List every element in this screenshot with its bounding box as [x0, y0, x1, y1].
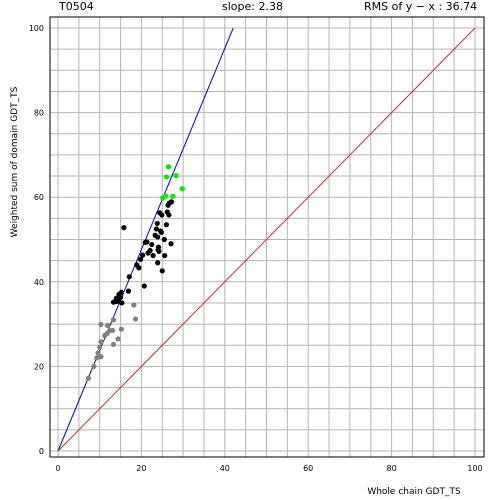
data-point — [98, 354, 104, 360]
data-point — [149, 241, 155, 248]
data-point — [110, 327, 116, 334]
data-point — [118, 326, 124, 332]
plot-frame — [49, 16, 485, 458]
data-point — [115, 336, 121, 342]
y-tick-label: 40 — [34, 278, 44, 287]
data-point — [154, 220, 160, 227]
data-point — [125, 288, 132, 294]
data-point — [94, 355, 100, 361]
data-point — [170, 193, 176, 199]
data-point — [105, 322, 111, 328]
data-point — [150, 252, 156, 259]
y-tick-label: 80 — [34, 109, 44, 118]
x-axis-label: Whole chain GDT_TS — [367, 487, 461, 497]
data-point — [144, 239, 150, 245]
data-point — [121, 225, 127, 231]
x-tick-label: 0 — [55, 464, 60, 473]
y-tick-label: 0 — [39, 447, 44, 456]
data-point — [156, 248, 162, 254]
data-point — [153, 226, 160, 232]
axis-ticks: 0 20 40 60 80 100 0 20 40 60 80 100 — [29, 24, 483, 473]
data-point — [95, 350, 101, 356]
data-point — [110, 341, 117, 348]
data-point — [157, 210, 163, 216]
data-point — [147, 247, 153, 254]
data-point — [126, 274, 132, 280]
data-point — [159, 268, 165, 274]
data-point — [155, 244, 162, 250]
data-point — [168, 199, 175, 205]
data-point — [162, 252, 168, 259]
data-point — [137, 256, 144, 262]
x-tick-label: 60 — [303, 464, 313, 473]
y-tick-label: 100 — [29, 24, 44, 33]
data-point — [136, 265, 142, 271]
target-id: T0504 — [59, 0, 94, 13]
y-axis-label: Weighted sum of domain GDT_TS — [10, 86, 20, 237]
data-point — [132, 316, 139, 322]
data-point — [98, 339, 104, 345]
data-point — [179, 186, 185, 192]
data-point — [117, 294, 124, 301]
y-tick-label: 60 — [34, 193, 44, 202]
grid-lines — [50, 17, 484, 457]
data-point — [98, 321, 104, 328]
data-point — [173, 173, 179, 179]
data-point — [158, 229, 165, 235]
slope-readout: slope: 2.38 — [222, 0, 283, 13]
data-point — [162, 193, 169, 199]
data-point — [97, 344, 103, 350]
data-point — [155, 260, 161, 266]
x-tick-label: 20 — [136, 464, 146, 473]
x-tick-label: 100 — [467, 464, 482, 473]
data-point — [141, 283, 147, 289]
data-point — [119, 300, 125, 306]
data-point — [140, 252, 146, 258]
rms-readout: RMS of y − x : 36.74 — [364, 0, 478, 13]
data-point — [155, 234, 161, 240]
data-point — [91, 363, 97, 369]
data-point — [85, 375, 92, 381]
data-point — [163, 222, 170, 228]
data-point — [131, 302, 137, 308]
data-point — [118, 289, 124, 295]
data-point — [165, 164, 172, 170]
data-points — [85, 164, 185, 381]
x-tick-label: 40 — [220, 464, 230, 473]
data-point — [168, 241, 174, 247]
y-tick-label: 20 — [34, 362, 44, 371]
x-tick-label: 80 — [387, 464, 397, 473]
data-point — [163, 174, 170, 180]
data-point — [110, 317, 117, 323]
data-point — [166, 212, 172, 218]
reference-lines — [57, 27, 476, 452]
data-point — [161, 236, 167, 243]
identity-line — [57, 27, 476, 452]
fit-line — [57, 27, 234, 452]
